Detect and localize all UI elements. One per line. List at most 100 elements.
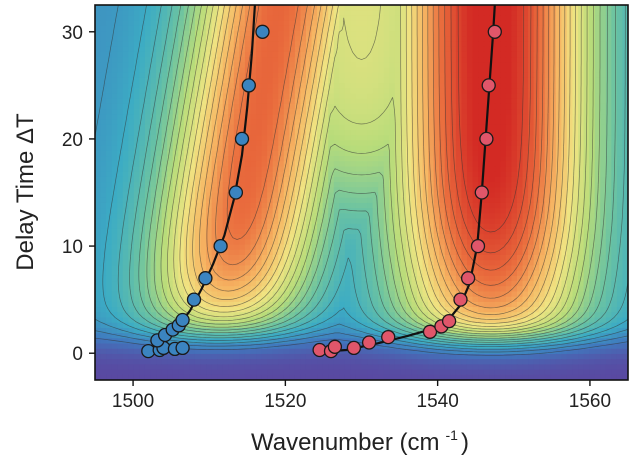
heatmap-cell — [272, 260, 279, 267]
heatmap-cell — [122, 145, 129, 152]
heatmap-cell — [478, 260, 485, 267]
heatmap-cell — [511, 161, 518, 168]
heatmap-cell — [411, 166, 418, 173]
heatmap-cell — [217, 265, 224, 272]
heatmap-cell — [289, 20, 296, 27]
heatmap-cell — [344, 223, 351, 230]
heatmap-cell — [428, 57, 435, 63]
heatmap-cell — [572, 109, 579, 115]
heatmap-cell — [183, 166, 190, 173]
heatmap-cell — [494, 244, 501, 251]
heatmap-cell — [583, 36, 590, 43]
heatmap-cell — [528, 67, 535, 74]
heatmap-cell — [361, 31, 368, 37]
heatmap-cell — [189, 223, 196, 230]
heatmap-cell — [533, 114, 540, 121]
heatmap-cell — [144, 62, 152, 69]
heatmap-cell — [283, 176, 290, 183]
heatmap-cell — [289, 77, 296, 84]
heatmap-cell — [616, 119, 624, 126]
heatmap-cell — [333, 270, 340, 277]
heatmap-cell — [317, 93, 324, 100]
heatmap-cell — [239, 213, 246, 220]
heatmap-cell — [544, 182, 551, 188]
heatmap-cell — [611, 265, 618, 272]
heatmap-cell — [133, 213, 141, 220]
heatmap-cell — [272, 25, 279, 32]
heatmap-cell — [267, 249, 274, 256]
heatmap-cell — [539, 197, 546, 204]
heatmap-cell — [156, 36, 163, 43]
heatmap-cell — [244, 223, 252, 230]
heatmap-cell — [555, 36, 562, 43]
heatmap-cell — [150, 57, 157, 63]
heatmap-cell — [472, 36, 479, 43]
heatmap-cell — [244, 166, 252, 173]
heatmap-cell — [528, 88, 535, 95]
heatmap-cell — [494, 109, 501, 115]
heatmap-cell — [95, 62, 102, 69]
heatmap-cell — [361, 109, 368, 115]
heatmap-cell — [428, 218, 435, 225]
heatmap-cell — [144, 140, 152, 147]
heatmap-cell — [461, 161, 468, 168]
heatmap-cell — [439, 197, 446, 204]
heatmap-cell — [605, 83, 612, 89]
heatmap-cell — [183, 5, 190, 11]
heatmap-cell — [211, 171, 218, 178]
heatmap-cell — [128, 239, 135, 246]
heatmap-cell — [206, 176, 213, 183]
heatmap-cell — [605, 62, 612, 69]
heatmap-cell — [167, 270, 174, 277]
heatmap-cell — [478, 15, 485, 22]
heatmap-cell — [267, 260, 274, 267]
heatmap-cell — [522, 88, 529, 95]
heatmap-cell — [167, 114, 174, 121]
heatmap-cell — [100, 156, 107, 162]
heatmap-cell — [256, 166, 263, 173]
heatmap-cell — [217, 213, 224, 220]
heatmap-cell — [522, 244, 529, 251]
heatmap-cell — [161, 130, 168, 136]
heatmap-cell — [511, 62, 518, 69]
heatmap-cell — [200, 213, 207, 220]
heatmap-cell — [533, 36, 540, 43]
heatmap-cell — [283, 197, 290, 204]
heatmap-cell — [622, 270, 628, 277]
heatmap-cell — [95, 41, 102, 48]
heatmap-cell — [494, 119, 501, 126]
heatmap-cell — [378, 239, 385, 246]
heatmap-cell — [439, 166, 446, 173]
heatmap-cell — [106, 83, 113, 89]
heatmap-cell — [189, 156, 196, 162]
heatmap-cell — [211, 197, 218, 204]
heatmap-cell — [317, 161, 324, 168]
heatmap-cell — [355, 135, 363, 142]
heatmap-cell — [217, 72, 224, 79]
heatmap-cell — [616, 265, 624, 272]
heatmap-cell — [267, 124, 274, 131]
heatmap-cell — [367, 15, 374, 22]
heatmap-cell — [144, 93, 152, 100]
heatmap-cell — [372, 202, 379, 209]
heatmap-cell — [228, 176, 235, 183]
heatmap-cell — [189, 67, 196, 74]
heatmap-cell — [222, 192, 229, 199]
heatmap-cell — [244, 51, 252, 58]
heatmap-cell — [489, 171, 496, 178]
heatmap-cell — [128, 140, 135, 147]
heatmap-cell — [611, 10, 618, 17]
heatmap-cell — [478, 20, 485, 27]
heatmap-cell — [244, 5, 252, 11]
heatmap-cell — [544, 103, 551, 110]
heatmap-cell — [533, 124, 540, 131]
heatmap-cell — [528, 244, 535, 251]
heatmap-cell — [594, 202, 601, 209]
heatmap-cell — [156, 109, 163, 115]
heatmap-cell — [161, 109, 168, 115]
heatmap-cell — [322, 36, 329, 43]
heatmap-cell — [600, 260, 607, 267]
heatmap-cell — [322, 166, 329, 173]
heatmap-cell — [461, 93, 468, 100]
heatmap-cell — [144, 270, 152, 277]
